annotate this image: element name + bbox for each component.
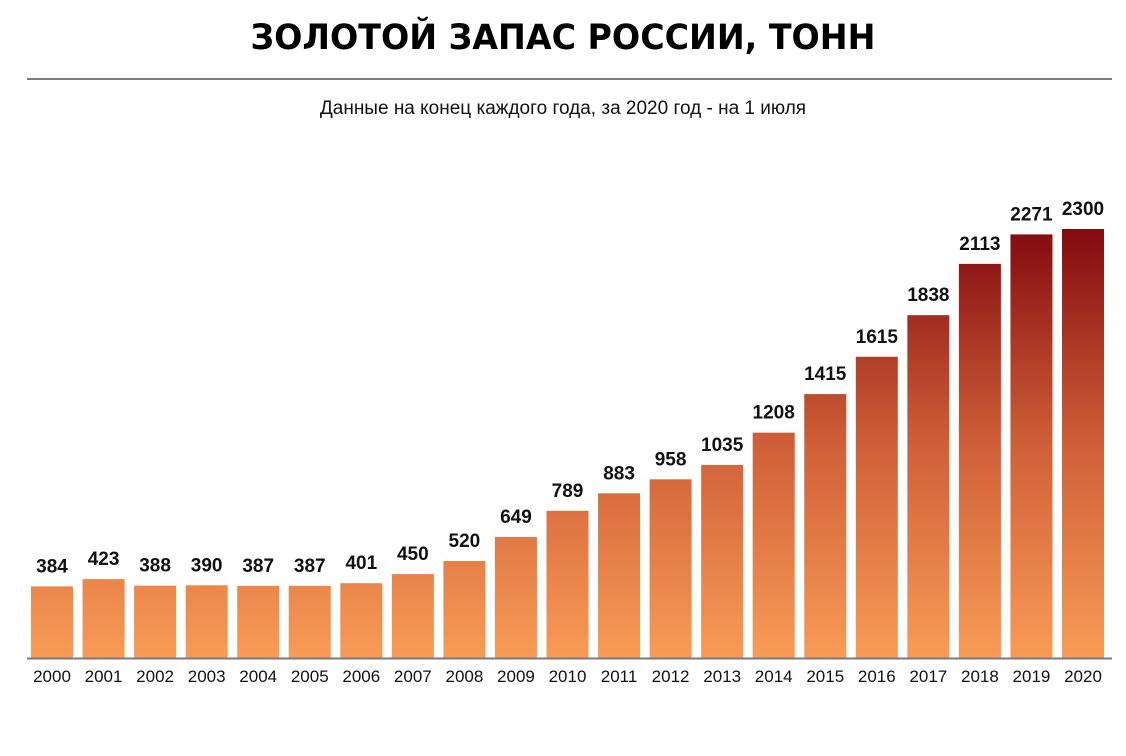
chart-title: ЗОЛОТОЙ ЗАПАС РОССИИ, ТОНН (250, 18, 876, 58)
bar-2019 (1010, 234, 1053, 659)
value-label-2000: 384 (36, 556, 68, 577)
value-label-2013: 1035 (701, 435, 744, 456)
value-label-2008: 520 (449, 531, 481, 552)
bar-2012 (649, 479, 692, 658)
bar-2005 (288, 585, 331, 658)
value-label-2002: 388 (139, 556, 171, 577)
value-label-2012: 958 (655, 449, 687, 470)
value-label-2004: 387 (242, 556, 274, 577)
bar-2013 (701, 464, 744, 658)
x-tick-label-2009: 2009 (497, 667, 535, 686)
bar-2004 (237, 585, 280, 658)
x-tick-label-2010: 2010 (549, 667, 587, 686)
x-tick-label-2013: 2013 (703, 667, 741, 686)
value-label-2011: 883 (603, 463, 635, 484)
x-tick-label-2007: 2007 (394, 667, 432, 686)
x-tick-label-2002: 2002 (136, 667, 174, 686)
bar-2006 (340, 583, 383, 658)
bar-2009 (494, 536, 537, 658)
bar-2000 (31, 586, 73, 658)
bar-2015 (804, 394, 847, 658)
bar-2020 (1062, 229, 1104, 658)
chart-subtitle: Данные на конец каждого года, за 2020 го… (319, 98, 807, 119)
value-label-2007: 450 (397, 544, 429, 565)
x-tick-label-2020: 2020 (1064, 667, 1102, 686)
title-divider (27, 78, 1112, 80)
bar-2016 (855, 356, 898, 658)
bar-2010 (546, 510, 589, 658)
x-tick-label-2018: 2018 (961, 667, 999, 686)
bar-2014 (752, 432, 795, 658)
x-tick-label-2012: 2012 (652, 667, 690, 686)
x-tick-label-2006: 2006 (342, 667, 380, 686)
bar-2001 (82, 579, 125, 658)
x-tick-label-2016: 2016 (858, 667, 896, 686)
bar-2017 (907, 315, 950, 658)
x-tick-label-2019: 2019 (1013, 667, 1051, 686)
x-tick-label-2001: 2001 (85, 667, 123, 686)
value-label-2020: 2300 (1062, 199, 1104, 220)
bar-2008 (443, 561, 486, 658)
bar-2007 (391, 574, 434, 658)
bar-2003 (185, 585, 228, 658)
value-label-2005: 387 (294, 556, 326, 577)
x-tick-label-2011: 2011 (601, 667, 638, 686)
x-tick-label-2017: 2017 (909, 667, 947, 686)
bar-2002 (134, 585, 177, 658)
value-label-2003: 390 (191, 555, 223, 576)
value-label-2017: 1838 (907, 285, 949, 306)
x-tick-label-2004: 2004 (239, 667, 277, 686)
x-tick-label-2003: 2003 (188, 667, 226, 686)
value-label-2018: 2113 (959, 234, 1000, 255)
x-tick-label-2014: 2014 (755, 667, 793, 686)
bar-2018 (958, 263, 1001, 658)
x-tick-label-2015: 2015 (806, 667, 844, 686)
value-label-2019: 2271 (1010, 204, 1053, 225)
value-label-2016: 1615 (856, 327, 899, 348)
value-label-2006: 401 (345, 553, 377, 574)
value-label-2001: 423 (88, 549, 120, 570)
value-label-2015: 1415 (804, 364, 847, 385)
value-label-2014: 1208 (753, 403, 795, 424)
value-label-2010: 789 (552, 481, 584, 502)
bar-2011 (598, 493, 641, 658)
x-tick-label-2005: 2005 (291, 667, 329, 686)
x-tick-label-2000: 2000 (33, 667, 71, 686)
x-tick-label-2008: 2008 (445, 667, 483, 686)
value-label-2009: 649 (500, 507, 532, 528)
